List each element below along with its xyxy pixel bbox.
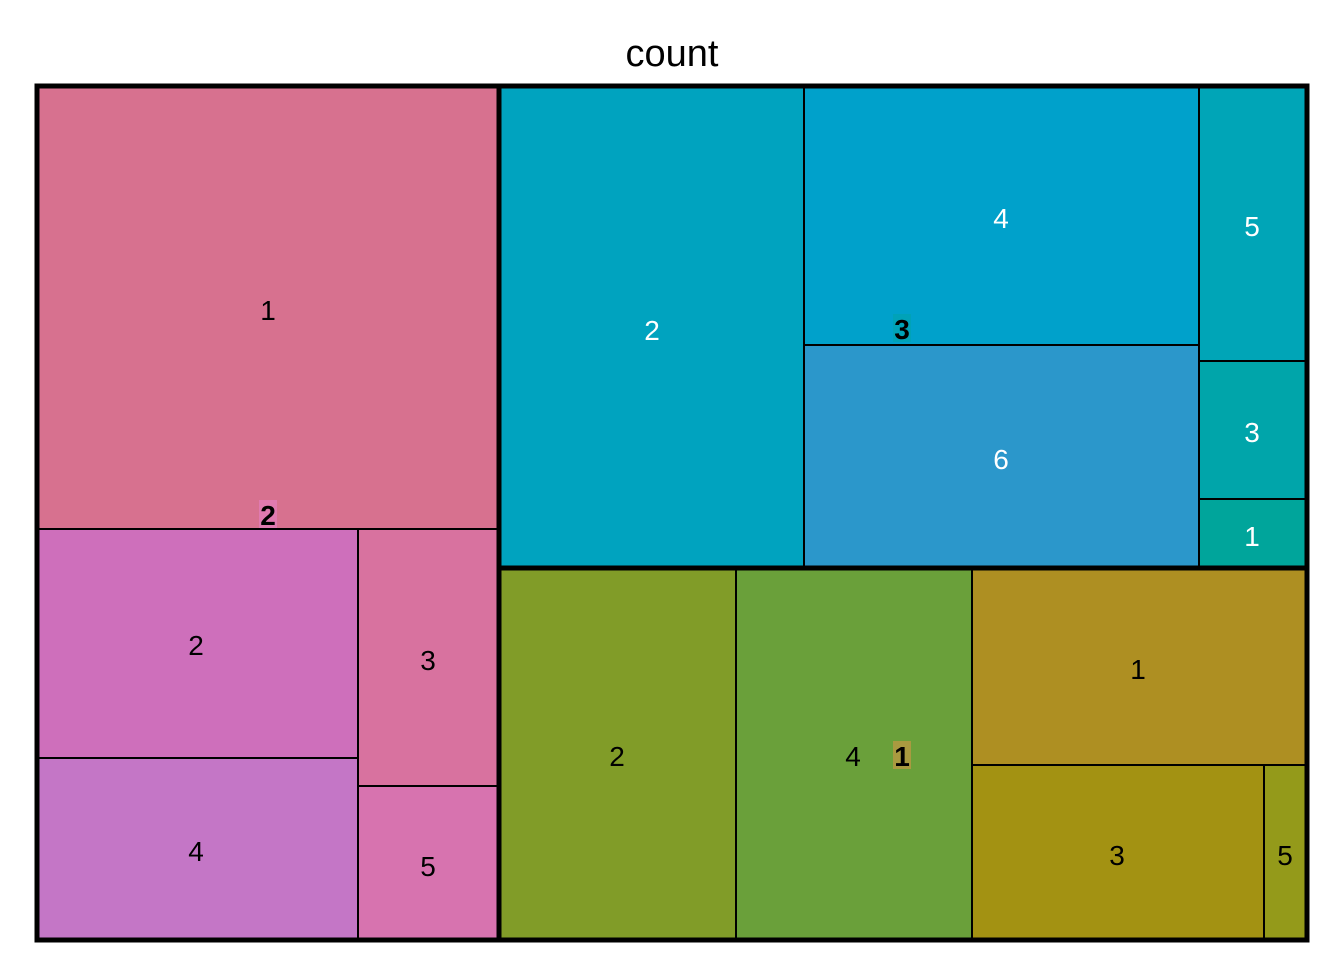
treemap-cell-label: 2 bbox=[609, 741, 625, 772]
group-borders bbox=[34, 83, 1310, 943]
treemap-cell-label: 5 bbox=[1244, 211, 1260, 242]
treemap-cell-label: 6 bbox=[993, 444, 1009, 475]
treemap-cell bbox=[357, 528, 500, 787]
group-label-background bbox=[893, 314, 911, 342]
treemap-cell-label: 3 bbox=[1109, 840, 1125, 871]
treemap-cell-label: 3 bbox=[1244, 417, 1260, 448]
group-label: 2 bbox=[260, 500, 276, 531]
treemap-cell bbox=[803, 85, 1200, 346]
group-labels: 2 3 1 bbox=[259, 314, 911, 772]
treemap-cell-label: 5 bbox=[420, 851, 436, 882]
treemap-cell bbox=[735, 567, 973, 941]
treemap-cell-label: 4 bbox=[188, 836, 204, 867]
treemap-cell bbox=[498, 567, 737, 941]
treemap-cell bbox=[36, 528, 359, 759]
treemap-cell-label: 4 bbox=[845, 741, 861, 772]
treemap-cell-label: 1 bbox=[1244, 521, 1260, 552]
treemap-cell-label: 2 bbox=[644, 315, 660, 346]
treemap-cell bbox=[36, 757, 359, 941]
treemap-cell bbox=[357, 785, 500, 941]
treemap-cell bbox=[803, 344, 1200, 569]
treemap-cell-label: 4 bbox=[993, 203, 1009, 234]
treemap-cell-label: 3 bbox=[420, 645, 436, 676]
group-label: 3 bbox=[894, 314, 910, 345]
treemap-cell-label: 1 bbox=[260, 295, 276, 326]
treemap-cell-label: 5 bbox=[1277, 840, 1293, 871]
treemap-cell bbox=[498, 85, 805, 569]
group-border bbox=[496, 565, 1310, 943]
treemap-cell bbox=[971, 764, 1265, 941]
treemap-cell bbox=[36, 85, 500, 530]
treemap-cell-label: 1 bbox=[1130, 654, 1146, 685]
group-label-background bbox=[893, 741, 911, 769]
chart-title: count bbox=[626, 33, 719, 75]
treemap-cell-label: 2 bbox=[188, 630, 204, 661]
treemap-cell bbox=[1263, 764, 1308, 941]
group-label-background bbox=[259, 500, 277, 528]
treemap-cells: 1 2 4 3 5 2 4 6 5 3 1 2 4 1 3 5 bbox=[36, 85, 1308, 941]
treemap-cell bbox=[1198, 360, 1308, 500]
group-label: 1 bbox=[894, 741, 910, 772]
